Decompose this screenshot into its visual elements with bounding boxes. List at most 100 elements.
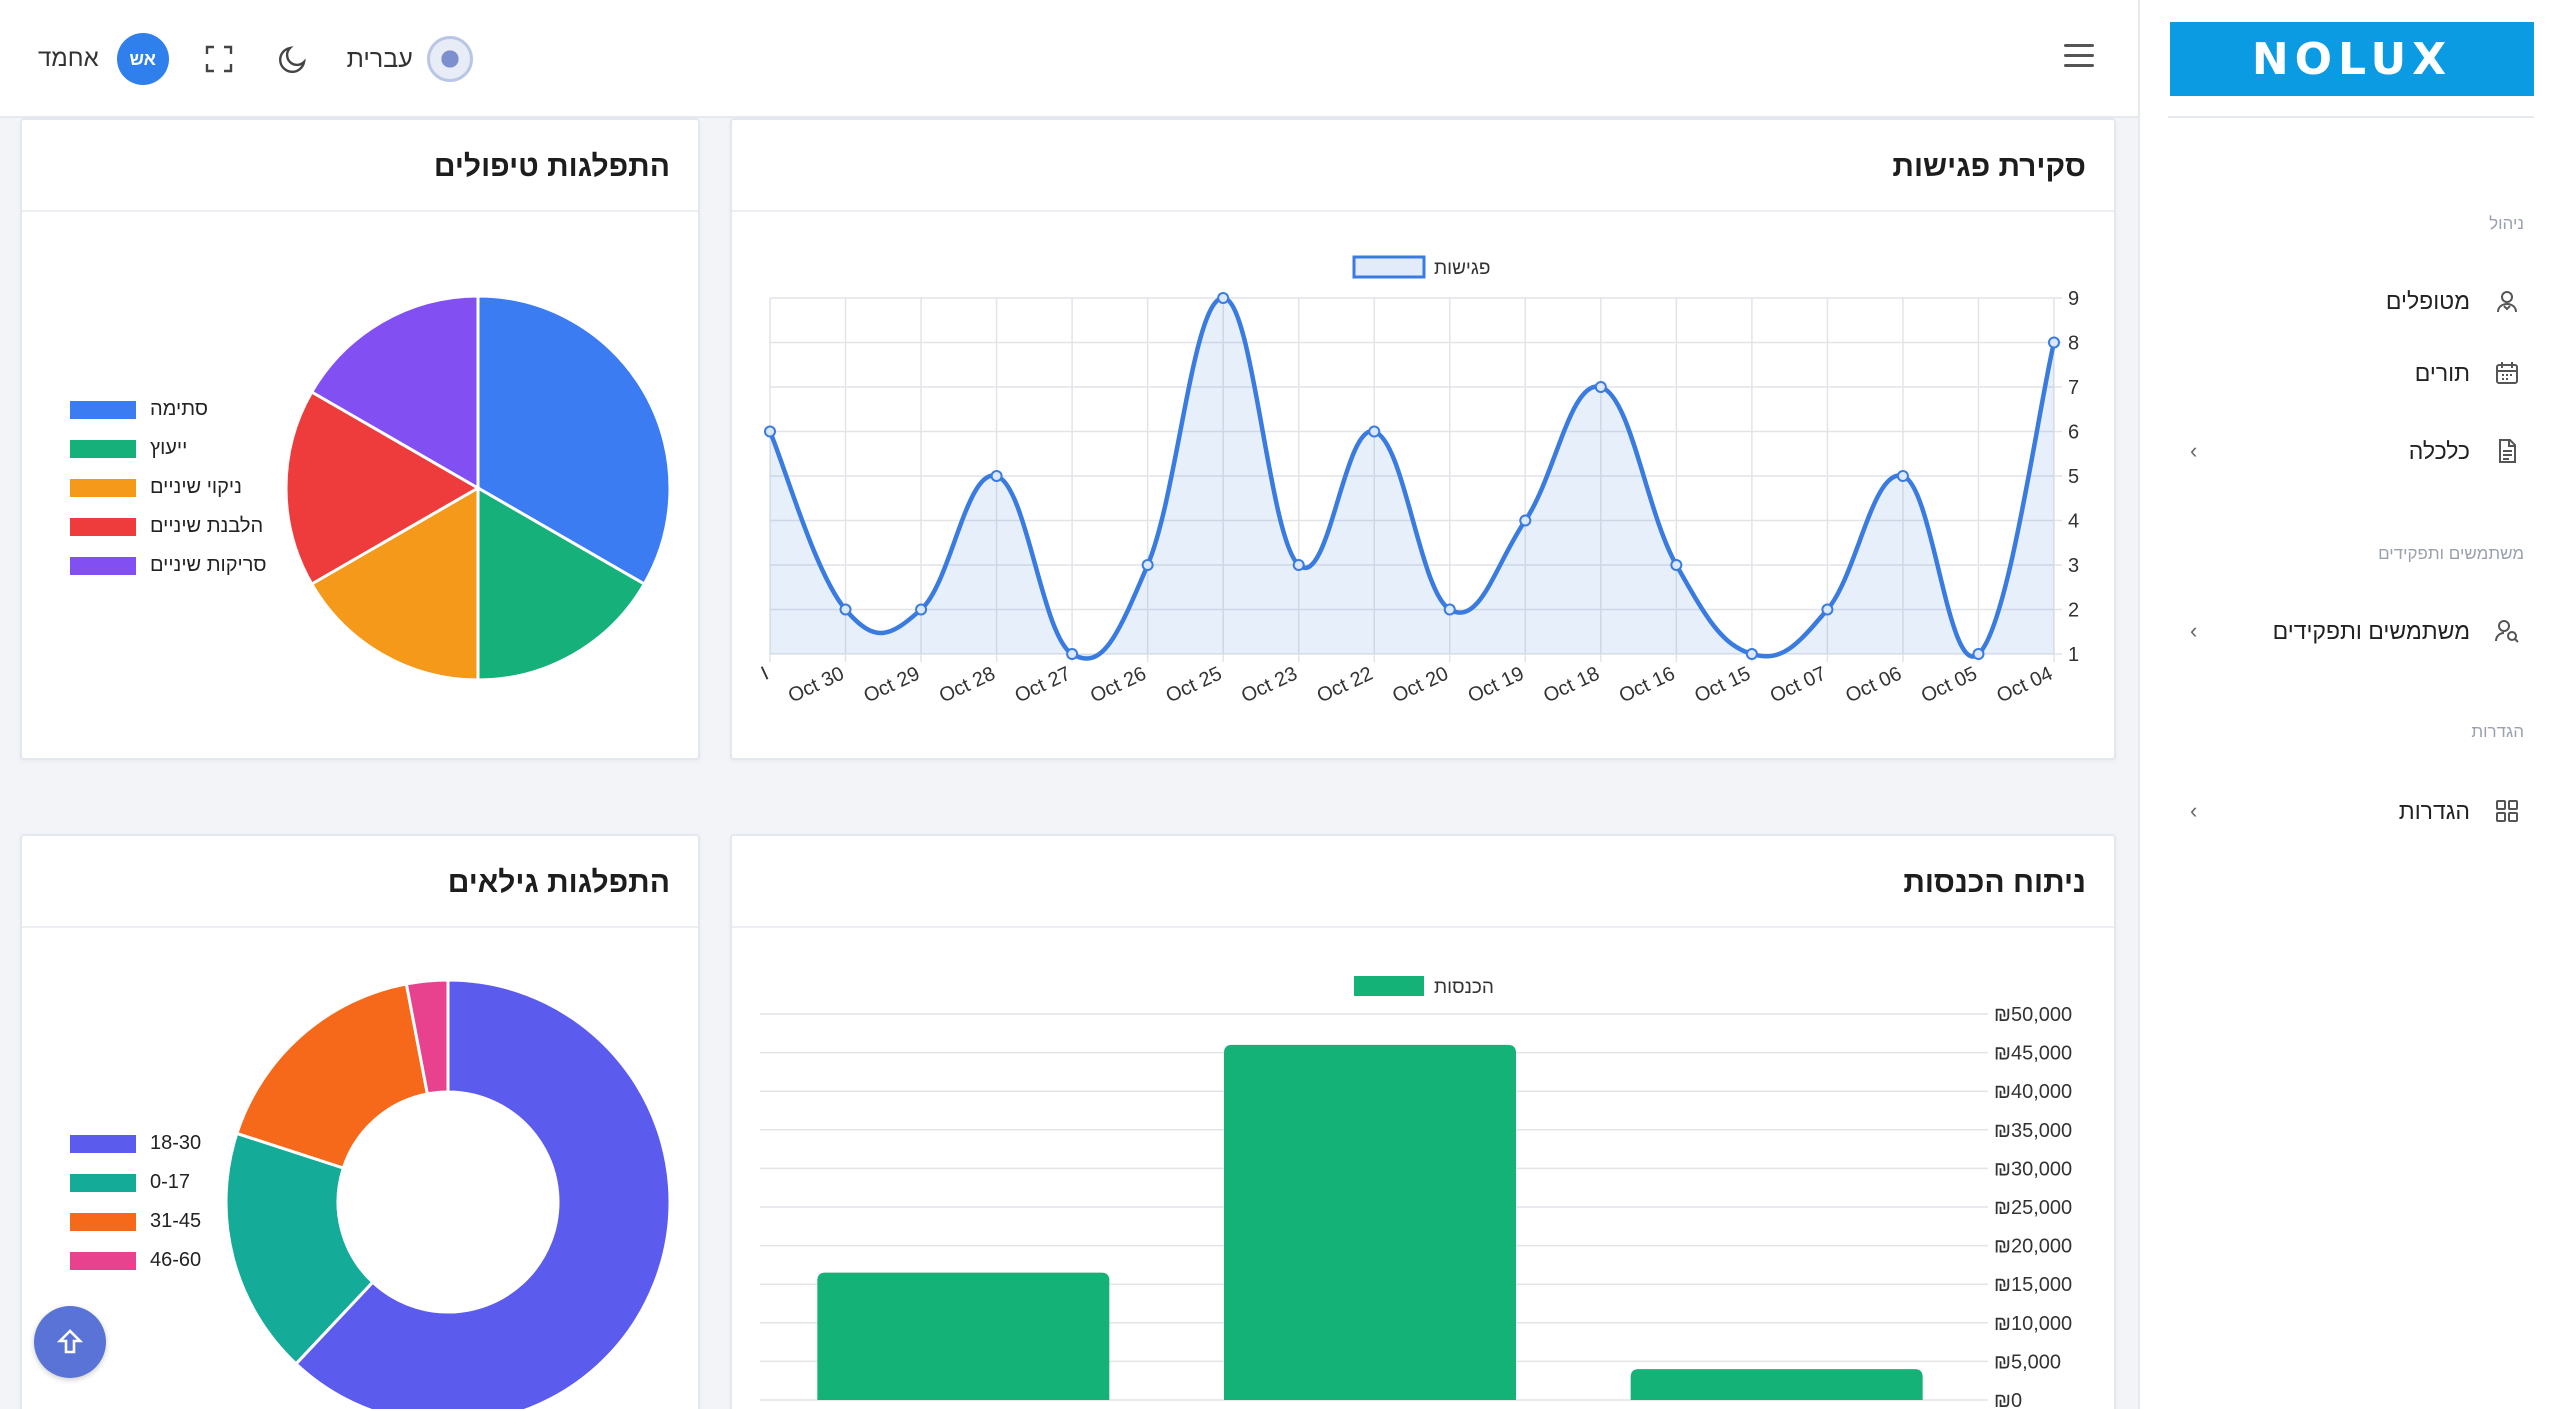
scroll-to-top-button[interactable] <box>34 1306 106 1378</box>
legend-swatch <box>1354 976 1424 996</box>
legend-label: 31-45 <box>150 1210 202 1232</box>
legend-label: ייעוץ <box>150 437 188 459</box>
menu-section-settings: הגדרות <box>2471 722 2524 741</box>
legend-swatch <box>70 556 136 575</box>
bar <box>1630 1369 1923 1400</box>
sidebar-item-settings[interactable]: ‹ הגדרות <box>2190 788 2520 834</box>
data-point <box>1972 648 1985 660</box>
legend-swatch <box>70 1212 136 1231</box>
pie-slice <box>476 294 672 587</box>
sidebar-item-patients[interactable]: מטופלים <box>2190 278 2520 324</box>
top-bar-controls: אחמד אש עברית <box>38 28 473 90</box>
bar <box>1224 1044 1516 1400</box>
y-tick-label: 8 <box>2068 333 2079 355</box>
x-tick-label: Oct 19 <box>1465 663 1528 708</box>
y-tick-label: 9 <box>2068 288 2079 310</box>
x-tick-label: Oct 20 <box>1389 663 1452 708</box>
user-name[interactable]: אחמד <box>38 45 99 72</box>
data-point <box>1896 470 1909 482</box>
bar <box>817 1272 1110 1400</box>
x-tick-label: Oct 30 <box>785 663 848 708</box>
data-point <box>1066 648 1079 660</box>
legend-item[interactable]: סריקות שיניים <box>70 554 267 577</box>
pie-slice <box>476 485 647 682</box>
brand-logo[interactable]: NOLUX <box>2170 22 2534 96</box>
y-tick-label: ₪25,000 <box>1994 1197 2072 1219</box>
legend-swatch <box>70 478 136 497</box>
sidebar-item-appointments[interactable]: תורים <box>2190 350 2520 396</box>
legend-item[interactable]: 0-17 <box>70 1171 190 1194</box>
sidebar-item-users-roles[interactable]: ‹ משתמשים ותפקידים <box>2190 608 2520 654</box>
legend-swatch <box>70 517 136 536</box>
legend-item[interactable]: 31-45 <box>70 1210 201 1233</box>
x-tick-label: Oct 27 <box>1012 663 1075 708</box>
y-tick-label: 6 <box>2068 422 2079 444</box>
y-tick-label: ₪20,000 <box>1994 1236 2072 1258</box>
data-point <box>1821 603 1834 616</box>
grid-icon <box>2496 800 2518 822</box>
legend-label: סריקות שיניים <box>150 554 267 576</box>
x-tick-label: Oct 28 <box>936 663 999 708</box>
legend-item[interactable]: 46-60 <box>70 1249 201 1272</box>
data-point <box>1217 292 1230 304</box>
data-point <box>1292 559 1305 571</box>
fullscreen-icon[interactable] <box>199 39 239 79</box>
dark-mode-moon-icon[interactable] <box>273 39 313 79</box>
patient-icon <box>2497 291 2517 313</box>
card-title: התפלגות טיפולים <box>433 150 670 183</box>
legend-label: 18-30 <box>150 1132 202 1154</box>
language-label[interactable]: עברית <box>346 44 413 73</box>
avatar[interactable]: אש <box>116 33 169 85</box>
legend-item[interactable]: ניקוי שיניים <box>70 476 242 499</box>
card-title: ניתוח הכנסות <box>1903 866 2086 899</box>
y-tick-label: 3 <box>2068 555 2079 577</box>
menu-section-management: ניהול <box>2489 214 2524 233</box>
doughnut-slice <box>234 982 430 1170</box>
language-flag-icon[interactable] <box>426 36 473 82</box>
calendar-icon <box>2496 362 2518 384</box>
sidebar-item-label: משתמשים ותפקידים <box>2272 617 2470 644</box>
data-point <box>1594 381 1607 393</box>
y-tick-label: ₪45,000 <box>1994 1043 2072 1065</box>
chevron-left-icon: ‹ <box>2190 798 2198 823</box>
y-tick-label: 4 <box>2068 511 2079 533</box>
users-icon <box>2495 620 2519 643</box>
legend-item[interactable]: סתימה <box>70 398 208 421</box>
legend-item[interactable]: ייעוץ <box>70 437 187 460</box>
legend-item[interactable]: 18-30 <box>70 1132 201 1155</box>
x-tick-label: Oct 29 <box>860 663 923 708</box>
y-tick-label: ₪40,000 <box>1994 1081 2072 1103</box>
legend-swatch <box>70 400 136 419</box>
ages-doughnut-chart <box>224 978 672 1409</box>
menu-section-users: משתמשים ותפקידים <box>2378 544 2524 563</box>
legend-label: 46-60 <box>150 1249 202 1271</box>
sidebar: NOLUX ניהול מטופלים תורים ‹ כלכלה משתמשי… <box>2138 0 2560 1409</box>
legend-label: סתימה <box>150 398 208 420</box>
divider <box>732 210 2114 212</box>
x-tick-label: Oct 05 <box>1918 663 1981 708</box>
x-tick-label: Oct 15 <box>1691 663 1754 708</box>
x-tick-label: Oct 18 <box>1540 663 1603 708</box>
divider <box>22 926 698 928</box>
hamburger-menu-icon[interactable] <box>2064 44 2094 68</box>
treatments-pie-chart <box>284 294 672 682</box>
legend-item[interactable]: הלבנת שיניים <box>70 515 263 538</box>
data-point <box>1745 648 1758 660</box>
ages-card: התפלגות גילאים 18-30 0-17 31-45 46-60 <box>20 834 700 1409</box>
card-title: סקירת פגישות <box>1892 150 2086 183</box>
y-tick-label: ₪35,000 <box>1994 1120 2072 1142</box>
sidebar-item-label: תורים <box>2414 359 2470 386</box>
y-tick-label: ₪30,000 <box>1994 1158 2072 1180</box>
sidebar-item-finance[interactable]: ‹ כלכלה <box>2190 428 2520 474</box>
legend-swatch <box>70 439 136 458</box>
x-tick-label: Oct 25 <box>1163 663 1226 708</box>
sidebar-item-label: כלכלה <box>2408 437 2470 464</box>
revenue-bar-chart: ₪0 ₪5,000 ₪10,000 ₪15,000 ₪20,000 ₪25,000 ₪30,… <box>760 976 2072 1409</box>
pie-slice <box>309 485 480 682</box>
legend-label: הלבנת שיניים <box>150 515 264 537</box>
doughnut-slice <box>224 1131 375 1366</box>
data-point <box>1670 559 1683 571</box>
x-tick-label: Oct 04 <box>1993 663 2056 708</box>
x-tick-label: Oct 22 <box>1314 663 1377 708</box>
data-point <box>1519 514 1532 527</box>
